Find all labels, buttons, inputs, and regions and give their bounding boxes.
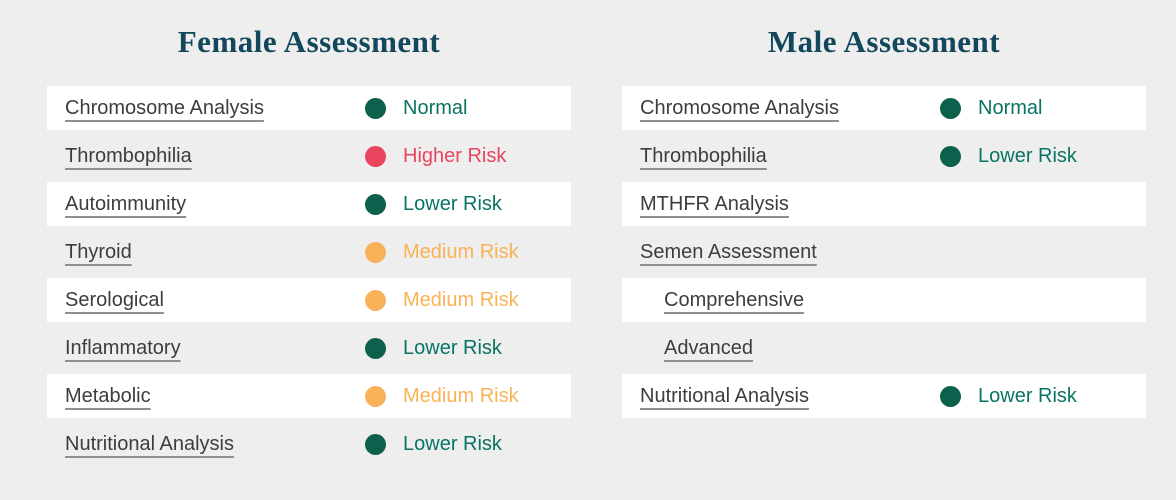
status-dot-icon: [365, 97, 386, 119]
status-label: Normal: [403, 96, 468, 119]
assessment-row: Nutritional Analysis Lower Risk: [47, 422, 571, 466]
status: Medium Risk: [365, 374, 519, 418]
status-label: Medium Risk: [403, 288, 519, 311]
status-label: Normal: [978, 96, 1043, 119]
test-link[interactable]: Serological: [65, 288, 164, 311]
test-link[interactable]: Thyroid: [65, 240, 132, 263]
female-assessment-column: Female Assessment Chromosome Analysis No…: [47, 22, 571, 470]
assessment-row: Thyroid Medium Risk: [47, 230, 571, 274]
assessment-row: Chromosome Analysis Normal: [622, 86, 1146, 130]
status: Normal: [940, 86, 1042, 130]
status: Lower Risk: [365, 422, 502, 466]
test-link[interactable]: Thrombophilia: [640, 144, 767, 167]
assessment-panels: Female Assessment Chromosome Analysis No…: [47, 22, 1146, 470]
test-link[interactable]: Nutritional Analysis: [640, 384, 809, 407]
male-assessment-column: Male Assessment Chromosome Analysis Norm…: [622, 22, 1146, 470]
status: Normal: [365, 86, 467, 130]
status-label: Lower Risk: [403, 336, 502, 359]
assessment-row: Chromosome Analysis Normal: [47, 86, 571, 130]
status-label: Lower Risk: [978, 144, 1077, 167]
test-link[interactable]: Comprehensive: [664, 288, 805, 311]
female-assessment-title: Female Assessment: [177, 24, 441, 59]
status-dot-icon: [940, 97, 961, 119]
status-dot-icon: [940, 145, 961, 167]
test-link[interactable]: Chromosome Analysis: [65, 96, 264, 119]
test-link[interactable]: Chromosome Analysis: [640, 96, 839, 119]
status: Higher Risk: [365, 134, 506, 178]
status-label: Lower Risk: [403, 432, 502, 455]
status-label: Lower Risk: [978, 384, 1077, 407]
status: Lower Risk: [365, 326, 502, 370]
test-link[interactable]: Nutritional Analysis: [65, 432, 234, 455]
test-link[interactable]: MTHFR Analysis: [640, 192, 789, 215]
status-dot-icon: [365, 289, 386, 311]
test-link[interactable]: Advanced: [664, 336, 753, 359]
status-dot-icon: [365, 241, 386, 263]
male-assessment-title: Male Assessment: [767, 24, 1001, 59]
female-assessment-rows: Chromosome Analysis Normal Thrombophilia…: [47, 86, 571, 466]
assessment-row: Semen Assessment: [622, 230, 1146, 274]
assessment-row: Advanced: [622, 326, 1146, 370]
status-label: Higher Risk: [403, 144, 507, 167]
status-label: Medium Risk: [403, 384, 519, 407]
assessment-row: MTHFR Analysis: [622, 182, 1146, 226]
status: Lower Risk: [940, 374, 1077, 418]
assessment-row: Nutritional Analysis Lower Risk: [622, 374, 1146, 418]
test-link[interactable]: Thrombophilia: [65, 144, 192, 167]
status: Lower Risk: [365, 182, 502, 226]
assessment-row: Thrombophilia Higher Risk: [47, 134, 571, 178]
status: Medium Risk: [365, 230, 519, 274]
male-assessment-rows: Chromosome Analysis Normal Thrombophilia…: [622, 86, 1146, 418]
assessment-row: Autoimmunity Lower Risk: [47, 182, 571, 226]
status-dot-icon: [365, 337, 386, 359]
status-dot-icon: [365, 193, 386, 215]
assessment-row: Thrombophilia Lower Risk: [622, 134, 1146, 178]
assessment-row: Metabolic Medium Risk: [47, 374, 571, 418]
assessment-row: Inflammatory Lower Risk: [47, 326, 571, 370]
assessment-row: Serological Medium Risk: [47, 278, 571, 322]
status-dot-icon: [940, 385, 961, 407]
status: Medium Risk: [365, 278, 519, 322]
status-label: Lower Risk: [403, 192, 502, 215]
status-dot-icon: [365, 385, 386, 407]
status-dot-icon: [365, 433, 386, 455]
assessment-row: Comprehensive: [622, 278, 1146, 322]
status: Lower Risk: [940, 134, 1077, 178]
status-dot-icon: [365, 145, 386, 167]
test-link[interactable]: Semen Assessment: [640, 240, 817, 263]
test-link[interactable]: Inflammatory: [65, 336, 181, 359]
test-link[interactable]: Autoimmunity: [65, 192, 187, 215]
status-label: Medium Risk: [403, 240, 519, 263]
test-link[interactable]: Metabolic: [65, 384, 151, 407]
